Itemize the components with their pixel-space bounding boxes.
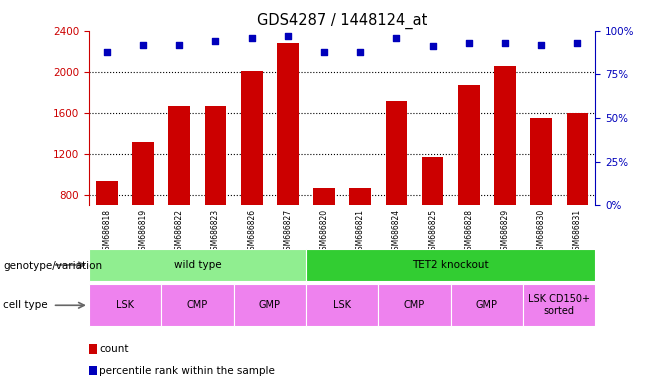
Bar	[89, 284, 161, 326]
Title: GDS4287 / 1448124_at: GDS4287 / 1448124_at	[257, 13, 427, 29]
Text: GSM686829: GSM686829	[501, 209, 509, 255]
Text: GSM686825: GSM686825	[428, 209, 437, 255]
Text: percentile rank within the sample: percentile rank within the sample	[99, 366, 275, 376]
Bar	[241, 71, 263, 205]
Text: TET2 knockout: TET2 knockout	[413, 260, 489, 270]
Bar	[422, 157, 443, 205]
Point	[536, 41, 546, 48]
Bar	[313, 188, 335, 205]
Text: GSM686821: GSM686821	[356, 209, 365, 255]
Bar	[451, 284, 523, 326]
Bar	[96, 181, 118, 205]
Bar	[89, 249, 306, 281]
Bar	[168, 106, 190, 205]
Point	[101, 49, 112, 55]
Text: LSK: LSK	[116, 300, 134, 310]
Bar	[349, 188, 371, 205]
Point	[174, 41, 184, 48]
Text: GMP: GMP	[259, 300, 281, 310]
Point	[138, 41, 149, 48]
Text: GSM686818: GSM686818	[103, 209, 111, 255]
Text: wild type: wild type	[174, 260, 221, 270]
Text: GSM686820: GSM686820	[320, 209, 328, 255]
Point	[463, 40, 474, 46]
Bar	[306, 249, 595, 281]
Text: cell type: cell type	[3, 300, 48, 310]
Bar	[458, 85, 480, 205]
Text: genotype/variation: genotype/variation	[3, 261, 103, 271]
Point	[210, 38, 220, 44]
Point	[391, 35, 401, 41]
Text: LSK: LSK	[333, 300, 351, 310]
Point	[283, 33, 293, 39]
Text: GMP: GMP	[476, 300, 498, 310]
Text: LSK CD150+
sorted: LSK CD150+ sorted	[528, 295, 590, 316]
Bar	[386, 101, 407, 205]
Bar	[378, 284, 451, 326]
Bar	[306, 284, 378, 326]
Text: GSM686819: GSM686819	[139, 209, 147, 255]
Bar	[161, 284, 234, 326]
Text: CMP: CMP	[404, 300, 425, 310]
Bar	[530, 118, 552, 205]
Point	[318, 49, 329, 55]
Bar	[205, 106, 226, 205]
Text: GSM686826: GSM686826	[247, 209, 256, 255]
Text: GSM686827: GSM686827	[284, 209, 292, 255]
Text: CMP: CMP	[187, 300, 208, 310]
Text: GSM686824: GSM686824	[392, 209, 401, 255]
Text: GSM686831: GSM686831	[573, 209, 582, 255]
Bar	[567, 113, 588, 205]
Text: GSM686828: GSM686828	[465, 209, 473, 255]
Point	[499, 40, 510, 46]
Text: GSM686822: GSM686822	[175, 209, 184, 255]
Point	[355, 49, 365, 55]
Bar	[277, 43, 299, 205]
Bar	[494, 66, 516, 205]
Bar	[234, 284, 306, 326]
Point	[427, 43, 438, 50]
Text: GSM686830: GSM686830	[537, 209, 545, 255]
Text: count: count	[99, 344, 129, 354]
Bar	[523, 284, 595, 326]
Point	[246, 35, 257, 41]
Bar	[132, 142, 154, 205]
Point	[572, 40, 582, 46]
Text: GSM686823: GSM686823	[211, 209, 220, 255]
